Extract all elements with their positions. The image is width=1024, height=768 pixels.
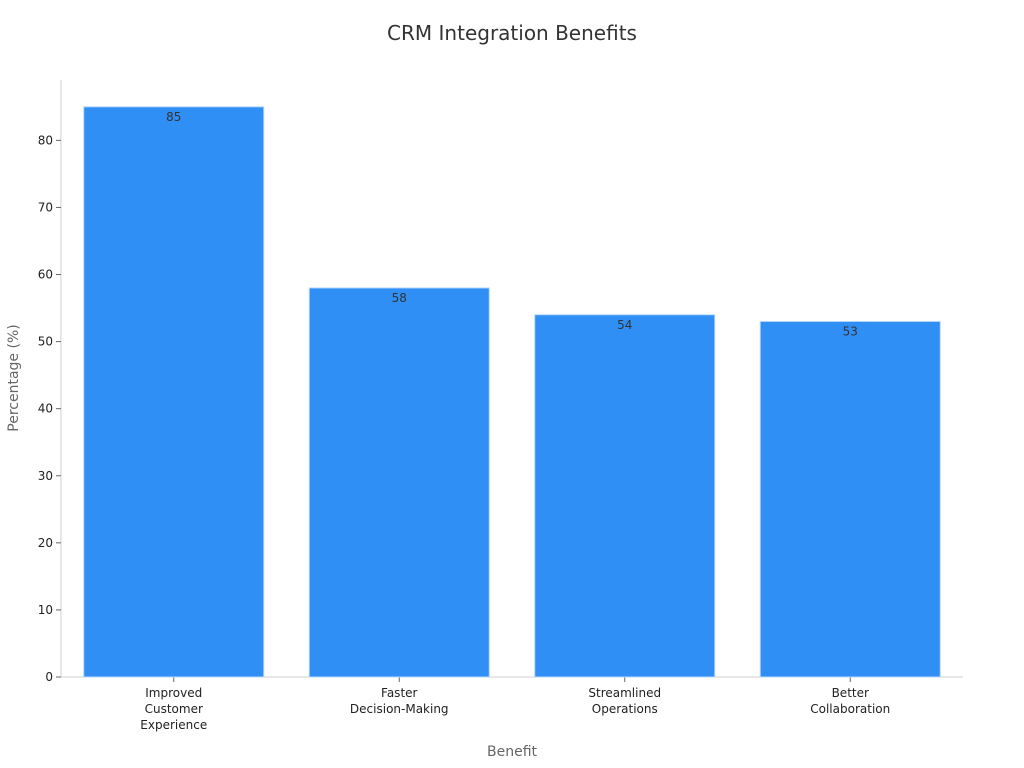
bars-layer — [83, 106, 941, 678]
bar-value-label: 58 — [392, 291, 407, 305]
bar — [83, 106, 265, 678]
y-tick-label: 10 — [38, 603, 53, 617]
x-tick-label: Faster — [381, 686, 417, 700]
x-tick-label: Decision-Making — [350, 702, 449, 716]
bar — [308, 287, 490, 678]
labels-layer: 85 Improved Customer Experience 58 Faster Deci… — [140, 110, 890, 732]
x-tick-label: Collaboration — [810, 702, 890, 716]
bar-value-label: 53 — [843, 324, 858, 338]
y-tick-label: 40 — [38, 402, 53, 416]
y-tick-label: 50 — [38, 335, 53, 349]
x-tick-label: Customer — [145, 702, 203, 716]
y-tick-label: 30 — [38, 469, 53, 483]
chart-title: CRM Integration Benefits — [387, 21, 637, 45]
x-tick-label: Operations — [592, 702, 658, 716]
bar — [759, 320, 941, 678]
y-tick-label: 60 — [38, 268, 53, 282]
x-axis-title: Benefit — [487, 744, 538, 760]
bar — [534, 314, 716, 678]
y-tick-label: 0 — [45, 670, 53, 684]
bar-value-label: 85 — [166, 110, 181, 124]
y-tick-label: 70 — [38, 200, 53, 214]
bar-value-label: 54 — [617, 318, 632, 332]
y-axis-title: Percentage (%) — [6, 324, 22, 431]
x-tick-label: Improved — [145, 686, 202, 700]
y-tick-label: 80 — [38, 133, 53, 147]
x-tick-label: Experience — [140, 718, 207, 732]
x-tick-label: Streamlined — [588, 686, 661, 700]
y-tick-label: 20 — [38, 536, 53, 550]
x-tick-label: Better — [832, 686, 869, 700]
